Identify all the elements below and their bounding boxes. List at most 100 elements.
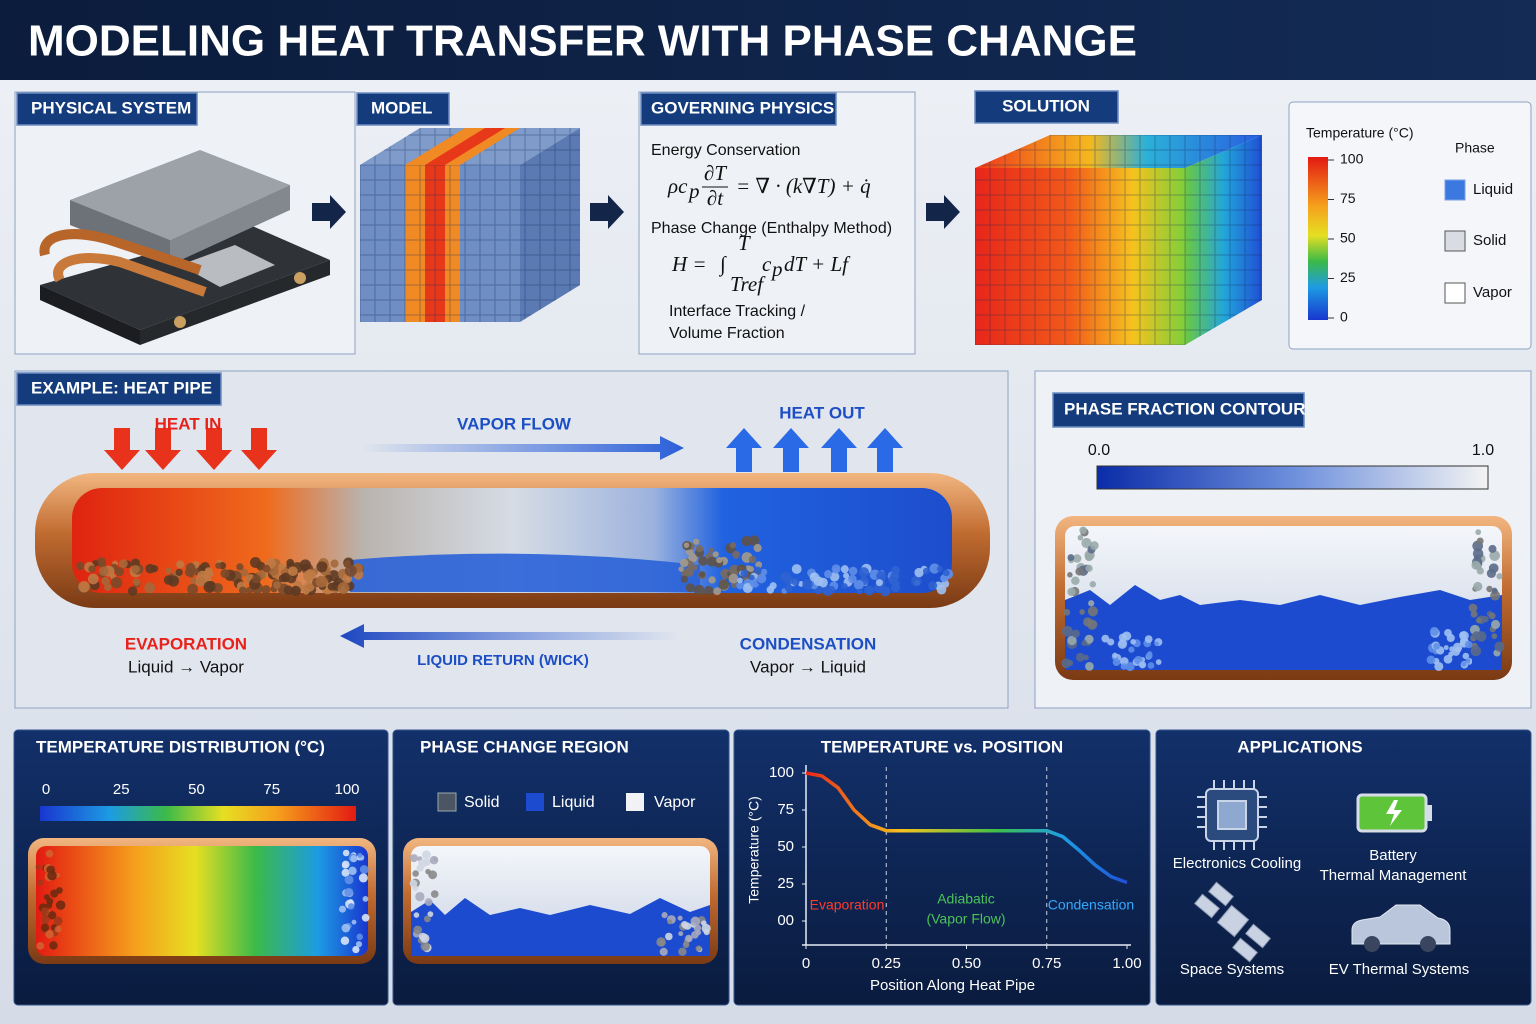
decoration	[40, 225, 330, 330]
vapor-swatch	[626, 793, 644, 811]
wick-pellet	[1489, 550, 1501, 561]
wick-pellet	[412, 870, 419, 877]
wick-pellet	[783, 575, 794, 585]
wick-pellet	[1071, 576, 1080, 586]
wick-pellet	[422, 850, 431, 860]
wick-pellet	[1101, 634, 1110, 643]
liquid-swatch	[526, 793, 544, 811]
panel-title: PHASE CHANGE REGION	[420, 737, 629, 756]
decoration	[1426, 805, 1432, 821]
wick-pellet	[110, 576, 123, 589]
tag	[640, 92, 837, 126]
vapor-flow-arrow	[360, 436, 684, 460]
wick-pellet	[176, 560, 185, 569]
panel-label: MODEL	[371, 98, 432, 117]
wick-pellet	[273, 581, 281, 590]
decoration	[170, 185, 290, 265]
wick-pellet	[1067, 587, 1076, 597]
wick-pellet	[78, 581, 90, 593]
wick-pellet	[684, 922, 692, 930]
wick-pellet	[892, 579, 900, 588]
decoration	[1217, 800, 1247, 830]
wick-pellet	[891, 565, 901, 575]
wick-pellet	[1491, 587, 1498, 594]
equation: H =	[671, 252, 707, 276]
wick-pellet	[802, 579, 813, 590]
panel-label: SOLUTION	[1002, 96, 1090, 115]
wick-pellet	[1476, 537, 1484, 545]
decoration	[1386, 800, 1402, 826]
wick-pellet	[1147, 662, 1155, 669]
decoration	[1216, 904, 1250, 938]
wick-pellet	[667, 919, 673, 925]
wick-pellet	[729, 564, 740, 576]
wick-pellet	[50, 889, 59, 898]
scale-max: 1.0	[1472, 442, 1494, 459]
wick-pellet	[1472, 631, 1481, 640]
tag	[16, 92, 198, 126]
wick-pellet	[101, 576, 110, 586]
decoration	[1364, 936, 1380, 952]
tag	[16, 372, 222, 406]
tick-label: 25	[1340, 269, 1356, 285]
wick-pellet	[118, 559, 128, 569]
wick-pellet	[1117, 639, 1128, 649]
wick-pellet	[245, 586, 253, 594]
wick-pellet	[677, 915, 683, 921]
colorbar	[1308, 157, 1328, 320]
equation-title: Energy Conservation	[651, 142, 800, 159]
wick-pellet	[688, 553, 698, 563]
wick-pellet	[1077, 534, 1084, 541]
wick-pellet	[791, 578, 800, 586]
wick-pellet	[848, 566, 858, 576]
flow-arrow	[926, 195, 960, 229]
wick-pellet	[167, 575, 179, 587]
panel-label: GOVERNING PHYSICS	[651, 98, 834, 117]
wick-pellet	[716, 557, 723, 564]
wick-pellet	[184, 568, 194, 577]
wick-pellet	[1464, 640, 1473, 649]
legend-item: Solid	[464, 794, 500, 811]
wick-pellet	[1085, 662, 1094, 671]
wick-pellet	[283, 585, 294, 595]
wick	[1061, 526, 1505, 672]
legend-item: Vapor	[1473, 284, 1512, 301]
wick-pellet	[1081, 640, 1088, 647]
wick-pellet	[681, 569, 690, 577]
wick-pellet	[753, 566, 762, 575]
wick-pellet	[708, 547, 714, 553]
wick-pellet	[659, 939, 666, 947]
wick-pellet	[1474, 562, 1482, 571]
temperature-curve	[805, 771, 1128, 885]
wick-pellet	[922, 567, 930, 575]
decoration	[726, 428, 762, 472]
wick-pellet	[132, 578, 141, 586]
wick-pellet	[356, 933, 363, 941]
wick-pellet	[418, 932, 427, 941]
wick-pellet	[304, 581, 315, 592]
solid-swatch	[1444, 230, 1466, 252]
heatsink-illustration	[39, 150, 330, 345]
wick-pellet	[698, 571, 706, 578]
legend-item: Liquid	[1473, 181, 1513, 198]
wick-pellet	[720, 568, 731, 579]
wick-pellet	[262, 564, 271, 573]
x-tick-label: 0.75	[1032, 955, 1061, 972]
flow-arrow	[590, 195, 624, 229]
satellite-icon	[1194, 881, 1271, 963]
wick-pellet	[756, 573, 767, 584]
wick-pellet	[1075, 652, 1085, 662]
wick-pellet	[342, 849, 350, 857]
battery-icon	[1356, 793, 1432, 833]
wick-pellet	[1429, 626, 1439, 636]
tick-label: 50	[188, 781, 205, 798]
wick-pellet	[290, 585, 301, 596]
tick-label: 0	[42, 781, 50, 798]
application-label: EV Thermal Systems	[1329, 961, 1470, 978]
chip-icon	[1197, 780, 1267, 850]
wick-pellet	[1067, 554, 1075, 562]
decoration	[821, 428, 857, 472]
wick-pellet	[98, 566, 109, 577]
panel	[733, 729, 1151, 1006]
